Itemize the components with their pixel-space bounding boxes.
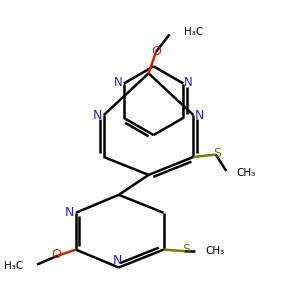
Text: O: O — [151, 45, 161, 58]
Text: N: N — [64, 206, 74, 219]
Text: N: N — [93, 109, 103, 122]
Text: N: N — [112, 254, 122, 268]
Text: N: N — [184, 76, 193, 88]
Text: N: N — [195, 109, 204, 122]
Text: O: O — [52, 248, 61, 261]
Text: CH₃: CH₃ — [206, 246, 225, 256]
Text: N: N — [114, 76, 123, 88]
Text: H₃C: H₃C — [4, 261, 24, 271]
Text: S: S — [213, 147, 221, 160]
Text: CH₃: CH₃ — [237, 167, 256, 178]
Text: S: S — [182, 243, 190, 256]
Text: H₃C: H₃C — [184, 27, 204, 37]
